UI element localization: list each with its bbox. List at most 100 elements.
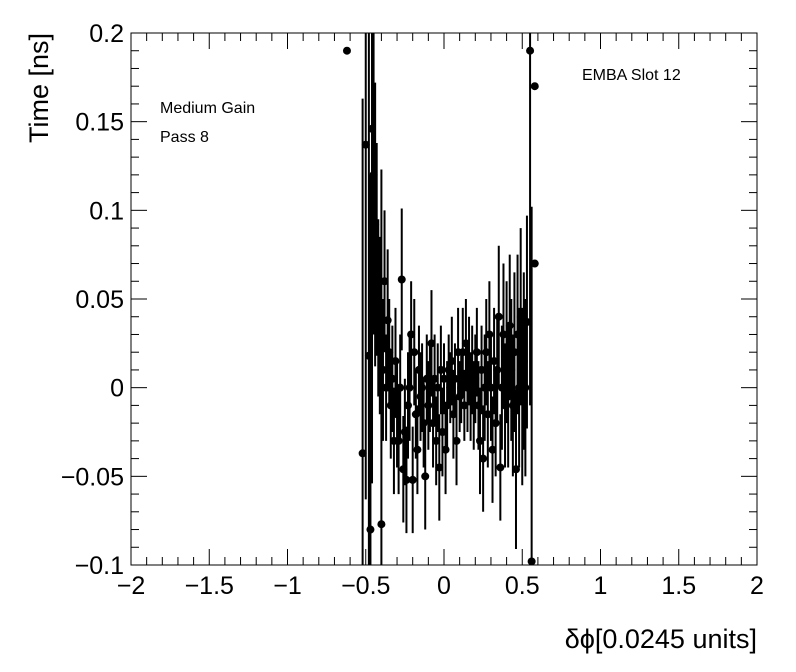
data-marker bbox=[358, 449, 367, 458]
annotation-slot: EMBA Slot 12 bbox=[582, 67, 681, 84]
data-marker bbox=[521, 383, 530, 392]
data-point bbox=[436, 325, 445, 415]
data-point bbox=[396, 334, 405, 441]
data-marker bbox=[421, 472, 430, 481]
data-marker bbox=[482, 348, 491, 357]
data-point bbox=[447, 316, 456, 406]
data-marker bbox=[436, 365, 445, 374]
data-marker bbox=[391, 357, 400, 366]
data-marker bbox=[383, 316, 392, 325]
data-point bbox=[440, 343, 448, 415]
data-point bbox=[499, 263, 508, 406]
x-tick-label: −1 bbox=[273, 572, 302, 600]
data-point bbox=[388, 325, 397, 432]
data-marker bbox=[397, 275, 406, 284]
y-tick-label: −0.05 bbox=[61, 463, 124, 491]
data-point bbox=[475, 387, 484, 495]
data-marker bbox=[472, 348, 481, 357]
data-point bbox=[450, 343, 459, 415]
data-marker bbox=[427, 339, 436, 348]
data-marker bbox=[430, 374, 439, 383]
data-marker bbox=[458, 348, 467, 357]
x-tick-label: −0.5 bbox=[341, 572, 390, 600]
y-axis-ticks: −0.1 −0.05 0 0.05 0.1 0.15 0.2 bbox=[61, 20, 757, 580]
data-marker bbox=[413, 445, 422, 454]
data-point bbox=[432, 396, 441, 486]
data-marker bbox=[424, 401, 433, 410]
x-tick-label: 0 bbox=[437, 572, 451, 600]
data-point bbox=[408, 426, 417, 534]
data-marker bbox=[408, 475, 417, 484]
data-point bbox=[482, 299, 491, 406]
data-point bbox=[342, 46, 351, 55]
data-marker bbox=[440, 374, 448, 383]
y-tick-label: 0 bbox=[110, 375, 124, 403]
data-marker bbox=[394, 436, 403, 445]
data-point bbox=[479, 405, 488, 512]
data-point bbox=[527, 206, 536, 566]
data-marker bbox=[477, 365, 486, 374]
data-marker bbox=[494, 312, 503, 321]
y-axis-title: Time [ns] bbox=[24, 33, 54, 143]
data-point bbox=[358, 98, 367, 565]
data-marker bbox=[405, 383, 414, 392]
data-point bbox=[472, 307, 481, 397]
data-point bbox=[452, 396, 461, 486]
data-marker bbox=[438, 428, 447, 436]
data-points bbox=[342, 33, 539, 566]
data-marker bbox=[479, 454, 488, 463]
data-point bbox=[530, 82, 539, 91]
data-marker bbox=[441, 445, 450, 454]
data-point bbox=[488, 396, 497, 503]
data-marker bbox=[418, 383, 427, 392]
data-marker bbox=[410, 348, 419, 357]
data-point bbox=[378, 299, 387, 441]
data-point bbox=[380, 210, 389, 353]
x-axis-ticks: −2 −1.5 −1 −0.5 0 0.5 1 1.5 2 bbox=[117, 33, 764, 600]
data-marker bbox=[388, 374, 397, 383]
data-point bbox=[413, 405, 422, 495]
data-point bbox=[361, 33, 370, 500]
x-tick-label: 1 bbox=[594, 572, 608, 600]
data-marker bbox=[450, 374, 459, 383]
data-point bbox=[526, 33, 535, 406]
y-tick-label: 0.05 bbox=[75, 286, 124, 314]
data-marker bbox=[460, 401, 469, 410]
data-marker bbox=[483, 410, 492, 419]
data-point bbox=[511, 389, 520, 550]
data-marker bbox=[527, 557, 536, 566]
data-marker bbox=[530, 259, 539, 268]
data-marker bbox=[435, 463, 444, 472]
data-marker bbox=[377, 520, 386, 529]
data-point bbox=[430, 334, 439, 424]
data-marker bbox=[342, 46, 351, 55]
x-tick-label: 2 bbox=[750, 572, 764, 600]
data-point bbox=[397, 208, 406, 351]
annotation-pass: Pass 8 bbox=[160, 129, 209, 146]
data-marker bbox=[452, 436, 461, 445]
data-marker bbox=[485, 330, 494, 339]
data-point bbox=[366, 174, 375, 565]
data-marker bbox=[488, 445, 497, 454]
data-marker bbox=[475, 436, 484, 445]
data-marker bbox=[510, 348, 519, 357]
x-tick-label: 1.5 bbox=[661, 572, 696, 600]
data-point bbox=[530, 259, 539, 268]
data-point bbox=[477, 325, 486, 415]
data-marker bbox=[361, 140, 370, 149]
data-marker bbox=[530, 82, 539, 91]
data-marker bbox=[493, 365, 502, 374]
x-tick-label: −1.5 bbox=[185, 572, 234, 600]
data-point bbox=[510, 272, 519, 432]
data-marker bbox=[499, 330, 508, 339]
data-marker bbox=[404, 401, 413, 410]
data-marker bbox=[505, 321, 514, 330]
data-marker bbox=[433, 383, 442, 392]
data-marker bbox=[380, 277, 389, 286]
data-point bbox=[421, 423, 430, 530]
x-tick-label: −2 bbox=[117, 572, 146, 600]
y-tick-label: −0.1 bbox=[75, 552, 124, 580]
data-point bbox=[438, 387, 447, 477]
data-point bbox=[410, 299, 419, 406]
